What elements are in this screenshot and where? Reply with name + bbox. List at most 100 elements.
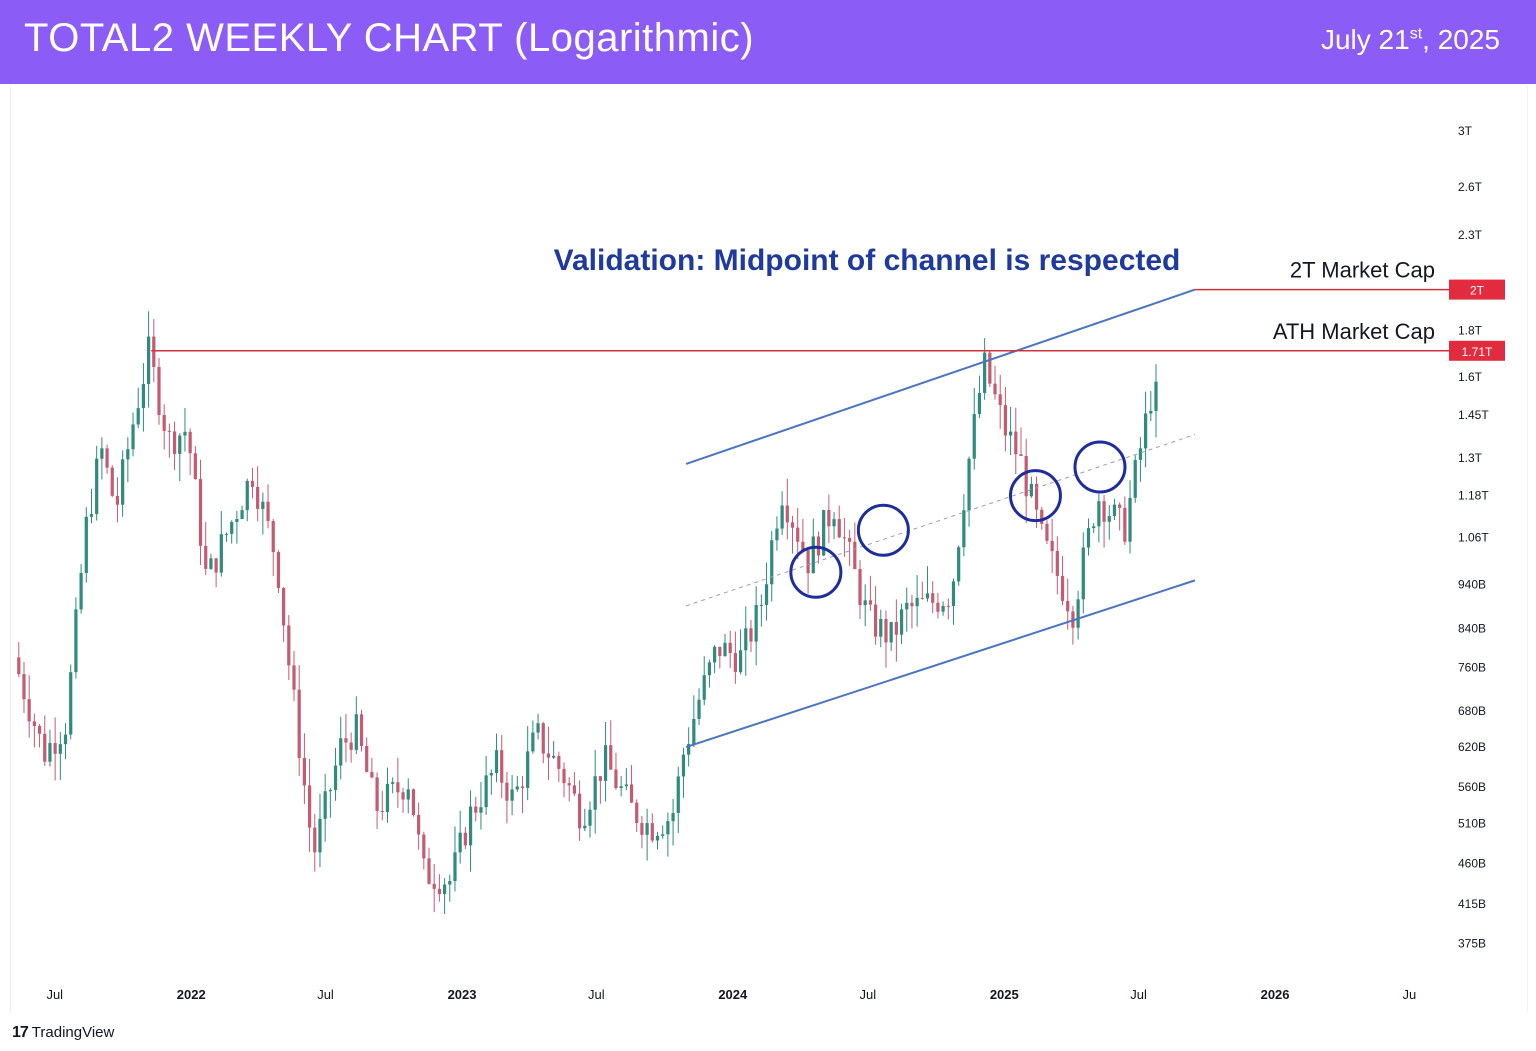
candle-body	[785, 505, 789, 523]
candle-body	[624, 784, 628, 787]
candle-body	[266, 501, 270, 522]
x-tick-label: Jul	[588, 987, 605, 1002]
candle-body	[1003, 405, 1008, 436]
candle-body	[396, 782, 400, 793]
candle-body	[905, 602, 909, 610]
candle-body	[718, 646, 722, 657]
candle-body	[567, 783, 571, 786]
candle-body	[515, 786, 519, 790]
candle-body	[915, 597, 919, 607]
tradingview-logo[interactable]: 17 TradingView	[12, 1024, 114, 1042]
date-suffix: st	[1409, 25, 1423, 43]
candle-body	[697, 699, 701, 719]
candle-body	[17, 657, 21, 675]
candle-body	[380, 810, 384, 813]
candle-body	[230, 521, 234, 534]
y-tick-label: 940B	[1458, 577, 1486, 591]
candle-body	[188, 431, 192, 454]
candle-body	[1055, 551, 1059, 576]
candle-body	[74, 609, 78, 673]
candle-body	[645, 823, 649, 835]
candle-body	[655, 835, 660, 841]
candle-body	[1014, 431, 1018, 455]
candle-body	[136, 408, 140, 425]
candle-body	[292, 665, 296, 690]
candle-body	[661, 834, 665, 836]
level-ath-label: ATH Market Cap	[1273, 319, 1435, 344]
candle-body	[448, 881, 452, 885]
candle-body	[115, 495, 120, 505]
candle-body	[941, 605, 945, 612]
x-tick-label: Jul	[317, 987, 334, 1002]
chart-svg[interactable]: 2T Market Cap ATH Market Cap Validation: M…	[11, 86, 1527, 1012]
candle-body	[32, 721, 36, 727]
candle-body	[1138, 448, 1143, 460]
candle-body	[339, 738, 343, 766]
candle-body	[1133, 459, 1137, 498]
candle-body	[1029, 483, 1033, 497]
x-tick-label: 2025	[990, 987, 1019, 1002]
candle-body	[546, 753, 551, 758]
candle-body	[681, 754, 686, 777]
tradingview-logo-icon: 17	[12, 1024, 29, 1041]
price-tag-2t	[1449, 279, 1505, 300]
candle-body	[37, 726, 42, 734]
candle-body	[370, 771, 374, 778]
candle-body	[1112, 504, 1117, 517]
x-tick-label: Jul	[46, 987, 63, 1002]
candle-body	[333, 765, 338, 791]
y-tick-label: 375B	[1458, 936, 1486, 950]
overlays: 2T Market Cap ATH Market Cap Validation: M…	[151, 244, 1449, 748]
candle-body	[764, 584, 769, 605]
candle-body	[1123, 507, 1127, 542]
candle-body	[936, 602, 940, 612]
candle-body	[733, 653, 737, 673]
candle-body	[505, 782, 509, 801]
y-tick-label: 1.18T	[1458, 489, 1489, 503]
candle-body	[666, 821, 670, 835]
candle-body	[437, 888, 442, 894]
candle-body	[738, 650, 743, 673]
candle-body	[152, 336, 156, 367]
candle-body	[557, 755, 561, 769]
candle-body	[536, 723, 540, 733]
candle-body	[1102, 501, 1106, 522]
candle-body	[214, 558, 218, 573]
candle-body	[957, 547, 961, 582]
y-tick-label: 840B	[1458, 621, 1486, 635]
candle-body	[1149, 410, 1153, 414]
annotation-text: Validation: Midpoint of channel is respe…	[554, 244, 1181, 277]
candle-body	[562, 768, 566, 784]
y-tick-label: 1.6T	[1458, 370, 1483, 384]
candle-body	[541, 723, 545, 754]
candle-body	[832, 519, 836, 527]
candle-body	[224, 533, 229, 535]
chart-title: TOTAL2 WEEKLY CHART (Logarithmic)	[24, 16, 755, 60]
x-tick-label: Ju	[1402, 987, 1416, 1002]
candle-body	[1040, 509, 1044, 524]
candle-body	[848, 538, 852, 542]
candle-body	[650, 823, 654, 841]
candle-body	[983, 352, 987, 393]
chart-panel[interactable]: 2T Market Cap ATH Market Cap Validation: M…	[10, 86, 1528, 1012]
y-tick-label: 1.3T	[1458, 451, 1483, 465]
midpoint-circle	[1073, 440, 1127, 494]
candle-body	[432, 883, 436, 889]
candle-body	[577, 793, 582, 829]
candle-body	[1019, 454, 1023, 457]
candle-body	[593, 776, 597, 810]
y-tick-label: 2.3T	[1458, 228, 1483, 242]
candle-body	[972, 414, 976, 459]
candle-body	[313, 827, 317, 853]
candle-body	[1045, 523, 1049, 541]
candle-body	[1024, 456, 1028, 497]
candle-body	[354, 714, 358, 750]
candle-body	[219, 534, 223, 573]
candle-body	[121, 459, 125, 505]
candle-body	[801, 541, 805, 551]
candle-body	[946, 605, 950, 607]
candle-body	[744, 628, 748, 651]
candle-body	[494, 750, 499, 774]
channel-midline	[685, 434, 1196, 607]
candle-body	[526, 751, 530, 788]
